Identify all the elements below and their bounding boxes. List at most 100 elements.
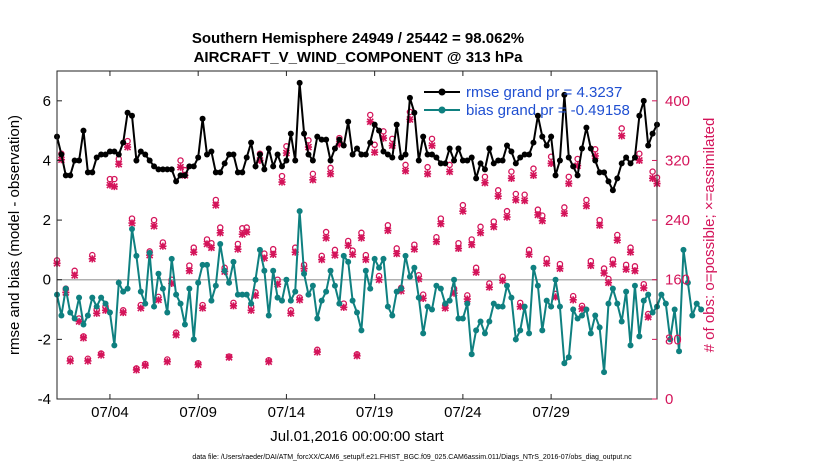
rmse-marker (389, 154, 396, 161)
rmse-marker (199, 115, 206, 122)
obs-assimilated-marker (331, 251, 339, 259)
obs-assimilated-marker (498, 276, 507, 285)
bias-marker (552, 276, 559, 283)
bias-marker (265, 312, 272, 319)
rmse-marker (256, 151, 263, 158)
rmse-marker (270, 163, 277, 170)
obs-assimilated-marker (648, 174, 657, 182)
bias-marker (67, 309, 74, 316)
rmse-marker (477, 160, 484, 167)
obs-assimilated-marker (371, 148, 379, 156)
y-axis-label: rmse and bias (model - observation) (6, 115, 23, 355)
bias-marker (305, 291, 312, 298)
rmse-marker (446, 145, 453, 152)
rmse-marker (181, 172, 188, 179)
obs-assimilated-marker (353, 352, 361, 360)
rmse-marker (442, 160, 449, 167)
bias-marker (111, 342, 118, 349)
rmse-marker (371, 121, 378, 128)
rmse-marker (309, 157, 316, 164)
y-tick-label: -2 (38, 331, 51, 348)
bias-marker (274, 294, 281, 301)
rmse-marker (504, 142, 510, 149)
obs-assimilated-marker (207, 244, 216, 252)
obs-assimilated-marker (476, 229, 485, 237)
y-ticks: -4 -2 0 2 4 6 (38, 93, 62, 408)
obs-assimilated-marker (344, 241, 352, 250)
bias-marker (433, 282, 440, 289)
rmse-marker (252, 163, 259, 170)
obs-assimilated-marker (132, 366, 141, 374)
obs-assimilated-marker (137, 304, 145, 312)
bias-marker (587, 330, 594, 337)
x-tick-label: 07/29 (532, 404, 570, 421)
rmse-marker (574, 172, 581, 179)
x-tick-label: 07/04 (91, 404, 129, 421)
bias-marker (146, 249, 153, 256)
obs-assimilated-marker (423, 170, 432, 178)
obs-assimilated-marker (357, 234, 366, 242)
rmse-marker (190, 163, 197, 170)
obs-assimilated-marker (384, 226, 392, 235)
rmse-marker (512, 160, 519, 167)
rmse-marker (420, 133, 427, 140)
rmse-marker (212, 169, 219, 176)
obs-assimilated-marker (198, 304, 207, 312)
obs-possible-marker (111, 175, 118, 183)
obs-assimilated-marker (512, 196, 520, 204)
rmse-marker (455, 145, 462, 152)
obs-assimilated-marker (234, 245, 242, 253)
rmse-marker (230, 151, 237, 158)
bias-marker (459, 315, 466, 322)
bias-marker (676, 348, 683, 355)
bias-marker (164, 309, 171, 316)
bias-marker (221, 267, 228, 274)
rmse-marker (627, 160, 634, 167)
obs-assimilated-marker (318, 256, 326, 264)
obs-assimilated-marker (393, 250, 401, 258)
obs-assimilated-marker (521, 197, 529, 205)
obs-assimilated-marker (159, 242, 167, 250)
rmse-marker (349, 151, 356, 158)
rmse-marker (561, 91, 568, 98)
obs-assimilated-marker (71, 271, 79, 279)
obs-assimilated-marker (119, 308, 127, 317)
bias-marker (640, 297, 647, 304)
obs-assimilated-marker (172, 331, 180, 339)
bias-marker (561, 360, 568, 367)
obs-assimilated-marker (454, 244, 463, 253)
bias-marker (645, 291, 652, 298)
rmse-marker (384, 151, 391, 158)
obs-assimilated-marker (75, 317, 83, 326)
bias-marker (129, 226, 135, 233)
rmse-marker (239, 169, 246, 176)
obs-possible-marker (424, 163, 431, 171)
bias-marker (173, 291, 180, 298)
obs-assimilated-marker (79, 334, 88, 342)
obs-assimilated-marker (525, 250, 533, 258)
obs-assimilated-marker (128, 219, 136, 227)
rmse-marker (473, 175, 480, 182)
obs-assimilated-marker (635, 156, 643, 165)
bias-marker (504, 282, 510, 289)
bias-marker (530, 264, 537, 271)
rmse-marker (124, 109, 131, 116)
obs-assimilated-marker (582, 202, 591, 210)
rmse-marker (406, 94, 413, 101)
rmse-marker (530, 139, 537, 146)
bias-marker (631, 282, 638, 289)
bias-marker (217, 240, 224, 247)
obs-assimilated-marker (269, 250, 277, 258)
bias-marker (420, 330, 427, 337)
bias-marker (76, 294, 83, 301)
obs-assimilated-marker (123, 143, 132, 151)
bias-marker (636, 333, 643, 340)
rmse-marker (579, 145, 585, 152)
rmse-marker (168, 166, 175, 173)
legend: rmse grand pr = 4.3237 bias grand pr = -… (424, 84, 630, 119)
rmse-marker (331, 145, 338, 152)
obs-possible-marker (565, 173, 573, 181)
rmse-marker (636, 112, 643, 119)
x-tick-label: 07/19 (356, 404, 394, 421)
bias-marker (84, 312, 91, 319)
